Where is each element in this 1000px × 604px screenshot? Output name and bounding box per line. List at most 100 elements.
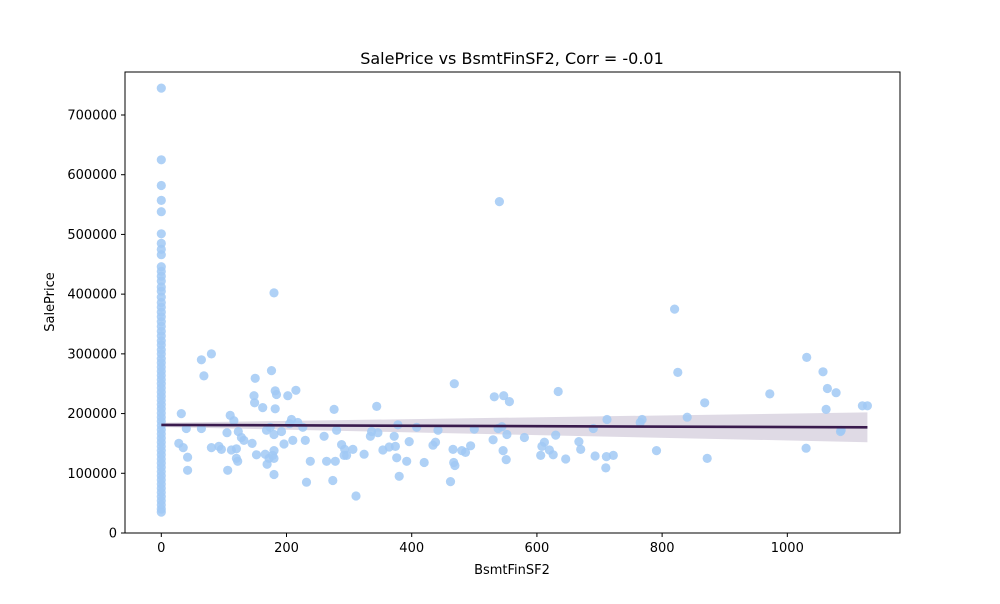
data-point <box>233 456 243 466</box>
y-tick-label: 0 <box>109 527 117 542</box>
data-point <box>156 155 166 165</box>
data-point <box>702 453 712 463</box>
data-point <box>404 437 414 447</box>
y-tick-label: 600000 <box>67 168 117 183</box>
data-point <box>412 422 422 432</box>
data-point <box>449 379 459 389</box>
data-point <box>502 429 512 440</box>
data-point <box>216 444 226 454</box>
y-tick-label: 400000 <box>67 288 117 303</box>
data-point <box>553 386 563 397</box>
data-point <box>229 416 239 426</box>
data-point <box>466 441 476 451</box>
data-point <box>551 430 561 440</box>
data-point <box>822 383 833 394</box>
data-point <box>247 438 257 448</box>
y-tick-label: 200000 <box>67 407 117 422</box>
data-point <box>269 469 279 480</box>
data-point <box>488 435 498 445</box>
data-point <box>801 443 811 453</box>
data-point <box>765 389 775 399</box>
data-point <box>269 288 279 298</box>
data-point <box>231 444 241 454</box>
data-point <box>258 403 268 413</box>
data-point <box>402 456 412 466</box>
data-point <box>372 401 382 411</box>
data-point <box>156 229 166 239</box>
data-point <box>288 435 298 445</box>
data-point <box>802 352 812 362</box>
data-point <box>156 83 166 93</box>
data-point <box>156 250 166 260</box>
data-point <box>539 437 550 447</box>
data-point <box>430 437 441 447</box>
data-point <box>651 446 662 456</box>
data-point <box>602 414 612 425</box>
data-point <box>250 398 260 408</box>
data-point <box>276 426 287 437</box>
data-point <box>494 197 504 207</box>
data-point <box>199 371 209 381</box>
x-tick-label: 0 <box>157 541 165 556</box>
data-point <box>178 443 188 453</box>
data-point <box>332 425 342 435</box>
x-tick-label: 200 <box>274 541 299 556</box>
data-point <box>269 446 279 456</box>
chart-title: SalePrice vs BsmtFinSF2, Corr = -0.01 <box>360 49 664 68</box>
data-point <box>576 444 586 454</box>
data-point <box>269 453 279 463</box>
data-point <box>670 304 680 314</box>
y-tick-label: 500000 <box>67 228 117 243</box>
data-point <box>445 477 456 487</box>
data-point <box>561 454 571 464</box>
data-point <box>266 366 277 376</box>
data-point <box>499 391 509 401</box>
plot-frame <box>124 71 901 534</box>
data-point <box>548 450 558 460</box>
data-point <box>460 447 471 457</box>
data-point <box>330 456 340 466</box>
data-point <box>359 449 369 459</box>
data-point <box>682 412 692 422</box>
data-point <box>250 373 260 383</box>
x-axis: 0 200 400 600 800 1000 <box>157 533 804 556</box>
data-point <box>342 450 352 460</box>
data-point <box>504 397 514 407</box>
data-point <box>821 404 831 414</box>
y-tick-label: 100000 <box>67 467 117 482</box>
x-tick-label: 400 <box>399 541 424 556</box>
data-point <box>348 444 358 454</box>
x-tick-label: 1000 <box>771 541 804 556</box>
y-tick-label: 300000 <box>67 347 117 362</box>
data-point <box>328 475 338 486</box>
data-point <box>301 477 312 487</box>
data-point <box>223 465 233 475</box>
data-point <box>392 453 402 463</box>
data-point <box>251 450 262 460</box>
data-point <box>300 435 310 445</box>
data-point <box>283 391 293 401</box>
data-point <box>156 207 166 217</box>
data-point <box>239 435 249 445</box>
data-point <box>176 409 186 419</box>
data-point <box>700 398 710 408</box>
data-point <box>351 491 361 501</box>
y-tick-label: 700000 <box>67 108 117 123</box>
data-point <box>305 456 315 466</box>
data-point <box>390 441 400 451</box>
data-point <box>249 391 259 401</box>
data-point <box>448 444 458 454</box>
data-point <box>271 389 282 400</box>
regression-line <box>161 423 868 429</box>
x-axis-label: BsmtFinSF2 <box>474 563 550 578</box>
data-point <box>329 404 339 414</box>
data-point <box>601 463 611 473</box>
data-point <box>501 455 511 465</box>
data-point <box>608 450 618 460</box>
data-point <box>206 349 216 359</box>
data-point <box>319 431 329 441</box>
data-point <box>489 392 499 402</box>
data-point <box>590 451 600 461</box>
data-point <box>601 452 612 462</box>
